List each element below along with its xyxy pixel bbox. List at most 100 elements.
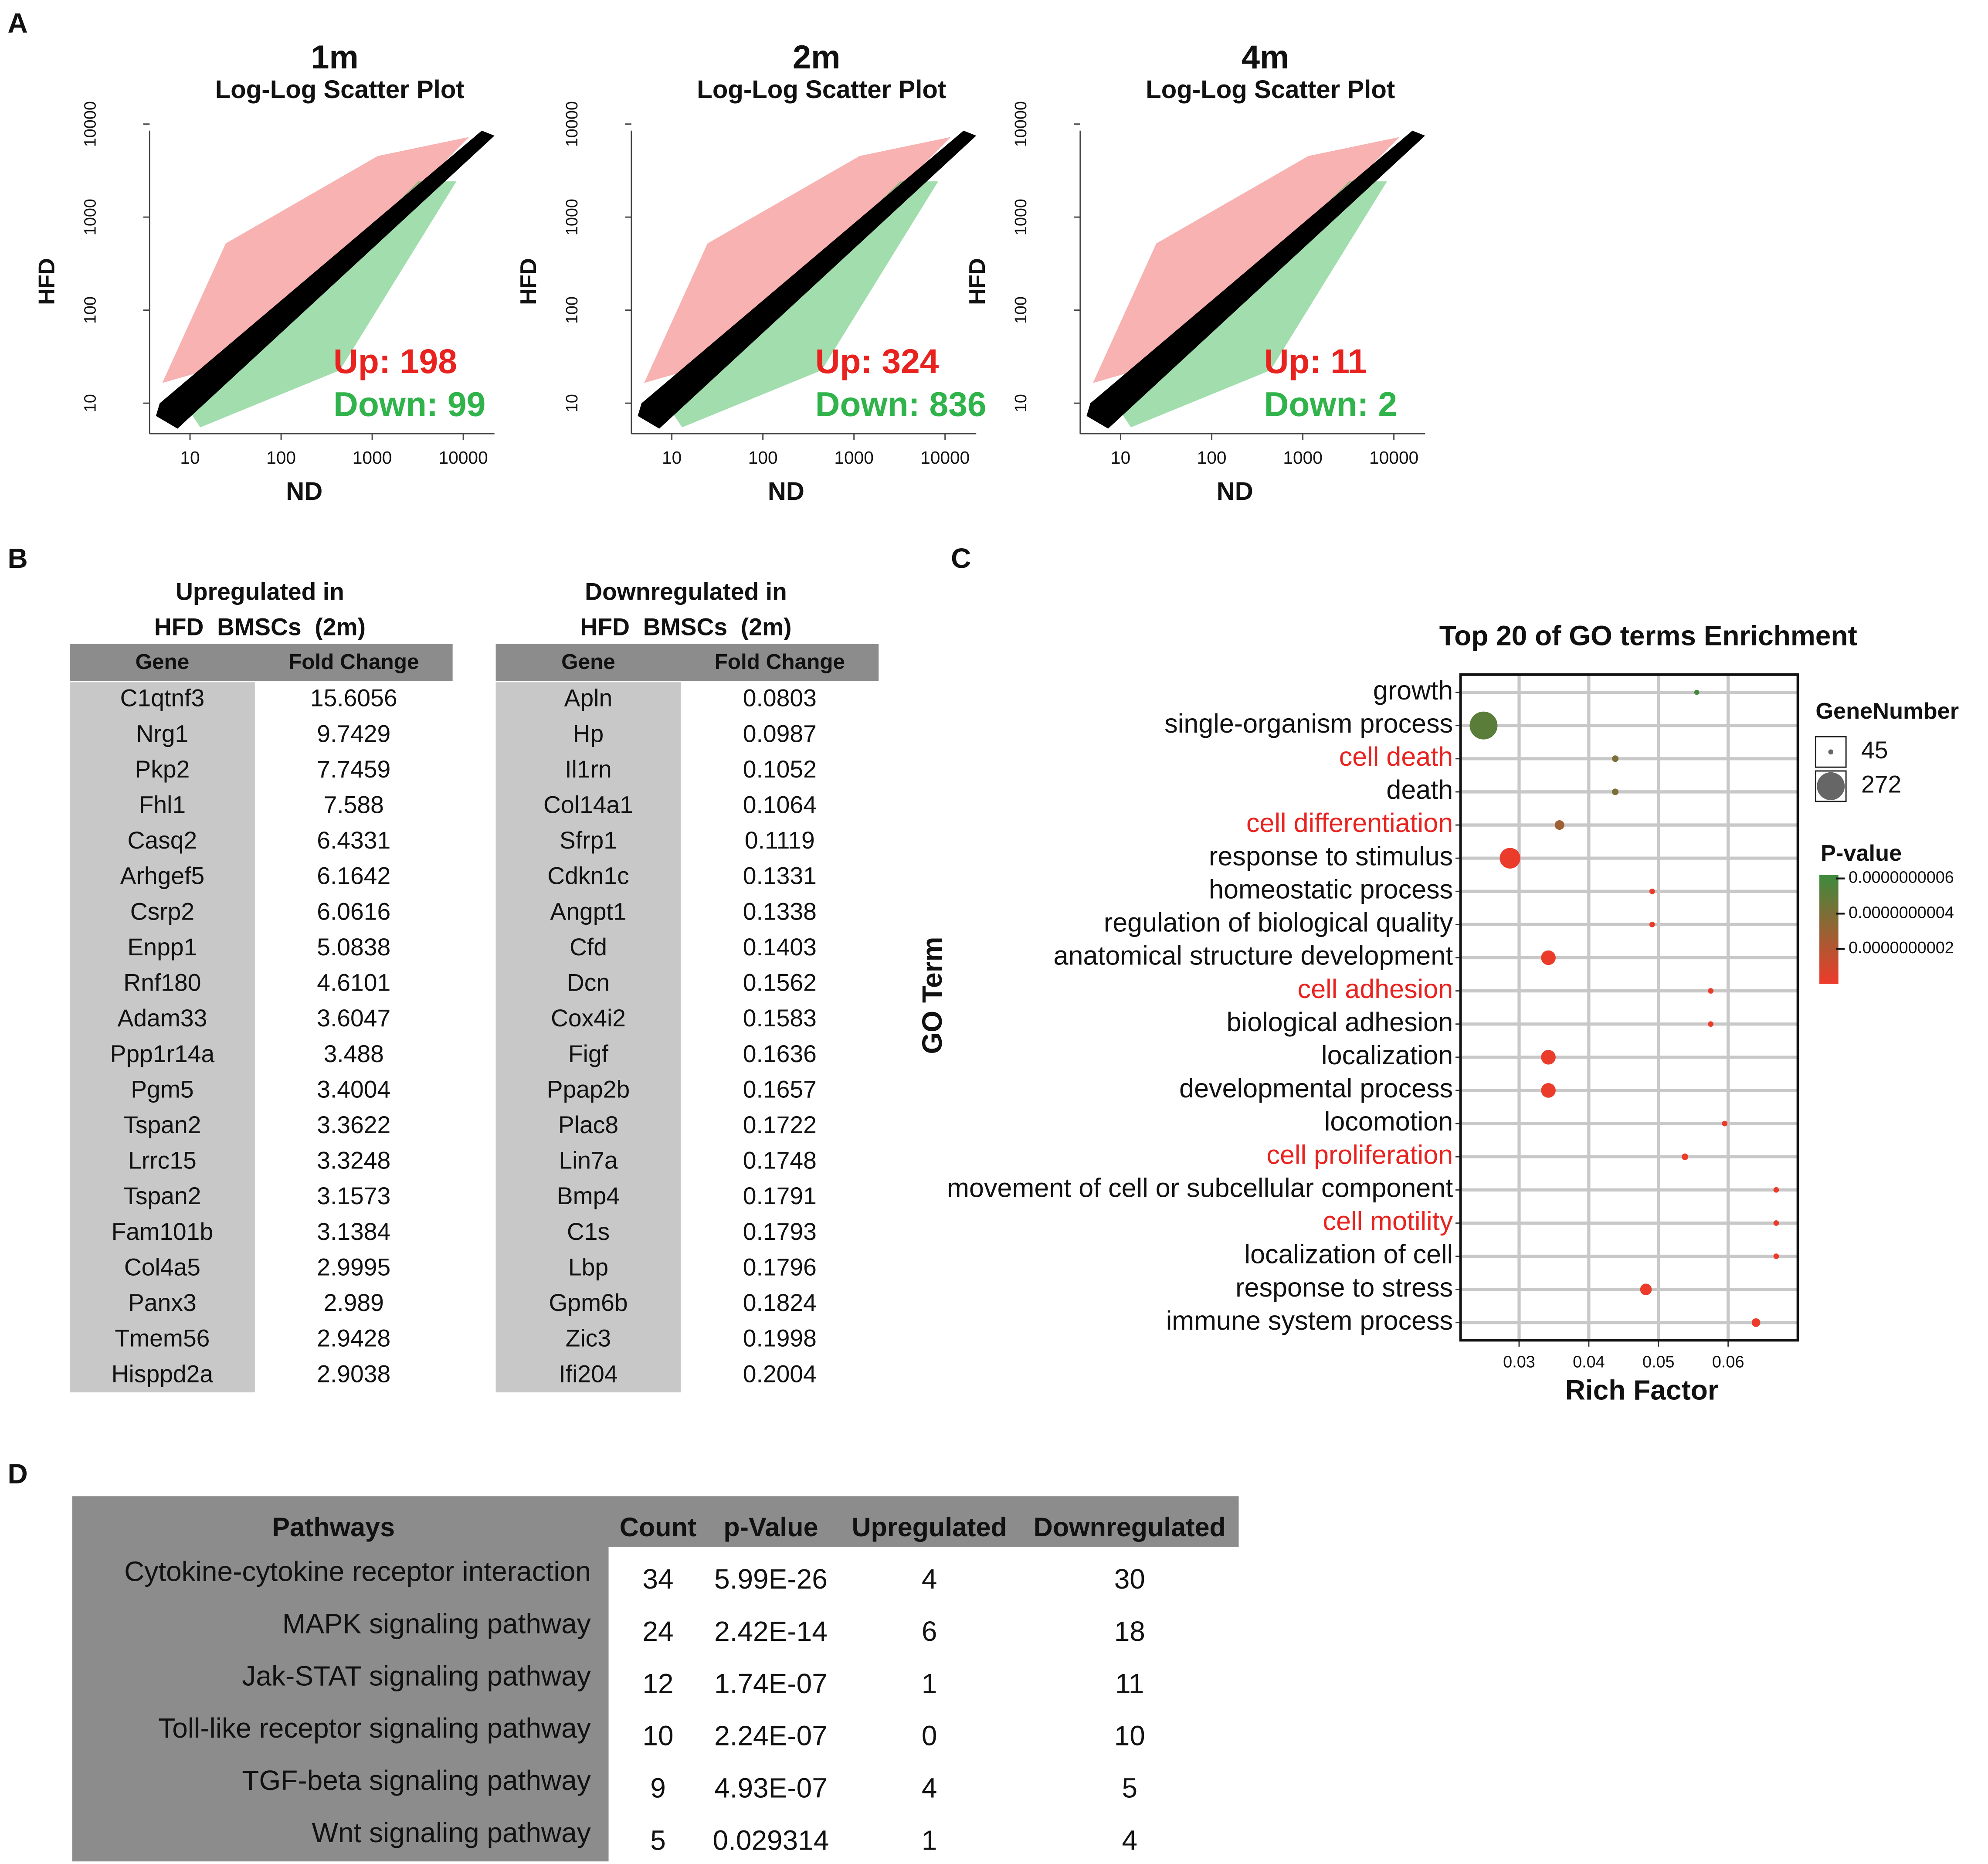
table-cell: Sfrp1 — [560, 827, 617, 854]
x-tick-label: 0.03 — [1503, 1353, 1535, 1372]
y-tick-label: anatomical structure development — [1054, 941, 1453, 971]
x-tick-label: 10 — [1111, 448, 1130, 468]
table-cell: Tspan2 — [123, 1111, 201, 1138]
y-tick-label: biological adhesion — [1227, 1007, 1453, 1037]
table-cell: 3.3622 — [317, 1111, 390, 1138]
table-title: Upregulated in — [176, 578, 344, 605]
y-tick-label: homeostatic process — [1209, 874, 1453, 904]
bubble — [1751, 1318, 1761, 1327]
table-cell: Dcn — [567, 969, 610, 996]
bubble — [1541, 1050, 1556, 1065]
y-tick-label: 100 — [563, 296, 581, 324]
x-tick-label: 0.05 — [1642, 1353, 1675, 1372]
table-cell: 11 — [1115, 1668, 1144, 1699]
table-cell: Angpt1 — [550, 898, 626, 925]
y-tick-label: 1000 — [1012, 199, 1030, 235]
y-tick-label: regulation of biological quality — [1104, 908, 1453, 937]
table-cell: Fam101b — [112, 1218, 213, 1245]
table-cell: 0.0803 — [743, 685, 817, 712]
bubble — [1694, 689, 1700, 695]
y-tick-label: 10 — [563, 394, 581, 412]
table-cell: 2.9995 — [317, 1253, 390, 1280]
column-header: Upregulated — [852, 1512, 1007, 1542]
y-axis-label: HFD — [34, 258, 59, 305]
table-cell: 0.1748 — [743, 1147, 817, 1174]
table-header — [495, 644, 879, 681]
table-cell: 2.989 — [324, 1289, 384, 1316]
y-tick-label: 10 — [1012, 394, 1030, 412]
annotation: Up: 11 — [1264, 342, 1367, 380]
point-cloud — [156, 130, 495, 429]
table-cell: 1 — [922, 1668, 937, 1699]
y-axis-label: HFD — [965, 258, 990, 305]
y-tick-label: cell proliferation — [1266, 1140, 1453, 1169]
plot-title: 4m — [1242, 39, 1289, 76]
y-tick-label: single-organism process — [1164, 709, 1453, 738]
table-cell: 0.1562 — [743, 969, 817, 996]
table-cell: 1.74E-07 — [714, 1668, 828, 1699]
y-tick-label: cell adhesion — [1298, 974, 1453, 1004]
gene-column — [495, 682, 681, 1392]
table-cell: Rnf180 — [123, 969, 201, 996]
table-cell: Adam33 — [117, 1005, 207, 1032]
y-axis-label: GO Term — [916, 937, 948, 1054]
table-cell: Enpp1 — [128, 934, 197, 961]
table-cell: 2.24E-07 — [714, 1720, 828, 1752]
annotation: Down: 836 — [815, 385, 987, 424]
bubble — [1541, 1083, 1556, 1098]
table-cell: 0.2004 — [743, 1360, 817, 1387]
up-cloud — [644, 137, 951, 383]
table-cell: 2.9428 — [317, 1325, 390, 1352]
table-cell: 0.1796 — [743, 1253, 817, 1280]
table-cell: Ppap2b — [547, 1076, 630, 1103]
size-legend-title: GeneNumber — [1815, 699, 1959, 724]
table-cell: 0.1824 — [743, 1289, 817, 1316]
table-title: Downregulated in — [585, 578, 787, 605]
table-cell: 4 — [1122, 1824, 1138, 1856]
y-tick-label: growth — [1373, 676, 1453, 705]
table-cell: 0.1583 — [743, 1005, 817, 1032]
panel-label: B — [7, 543, 27, 574]
table-cell: 5 — [1122, 1772, 1138, 1804]
table-cell: 18 — [1114, 1616, 1145, 1647]
table-cell: Wnt signaling pathway — [312, 1817, 590, 1848]
column-header: Count — [620, 1512, 696, 1542]
column-header: Pathways — [272, 1512, 395, 1542]
x-tick-label: 1000 — [834, 448, 874, 468]
table-header — [72, 1496, 1239, 1547]
bubble — [1708, 988, 1714, 994]
table-cell: 6 — [922, 1616, 937, 1647]
x-axis-label: ND — [1217, 477, 1253, 506]
panel-label: C — [951, 543, 971, 574]
x-tick-label: 10000 — [1369, 448, 1418, 468]
table-cell: Hisppd2a — [112, 1360, 214, 1387]
color-legend-title: P-value — [1821, 841, 1902, 866]
table-cell: C1s — [567, 1218, 610, 1245]
down-cloud — [1118, 181, 1387, 428]
y-tick-label: 10000 — [563, 101, 581, 147]
table-cell: Gpm6b — [549, 1289, 628, 1316]
table-cell: 7.7459 — [317, 756, 390, 783]
table-cell: Tspan2 — [123, 1182, 201, 1209]
x-tick-label: 10000 — [920, 448, 970, 468]
table-cell: 0.1331 — [743, 862, 817, 890]
table-cell: 0.1791 — [743, 1182, 817, 1209]
table-cell: Ppp1r14a — [110, 1040, 215, 1067]
bubble — [1681, 1153, 1689, 1160]
bubble — [1541, 950, 1556, 965]
x-tick-label: 100 — [748, 448, 778, 468]
colorbar-label: 0.0000000004 — [1849, 903, 1954, 922]
table-cell: Ifi204 — [559, 1360, 617, 1387]
legend-bubble — [1817, 772, 1845, 800]
table-cell: 4 — [922, 1772, 937, 1804]
annotation: Down: 2 — [1264, 385, 1397, 424]
table-cell: Cdkn1c — [547, 862, 629, 890]
x-tick-label: 0.04 — [1573, 1353, 1605, 1372]
bubble — [1612, 755, 1619, 762]
colorbar — [1819, 875, 1839, 984]
table-cell: 4 — [922, 1563, 937, 1595]
plot-area — [1460, 674, 1798, 1341]
y-tick-label: cell motility — [1323, 1206, 1453, 1236]
table-cell: 1 — [922, 1824, 937, 1856]
pathway-column — [72, 1547, 609, 1862]
